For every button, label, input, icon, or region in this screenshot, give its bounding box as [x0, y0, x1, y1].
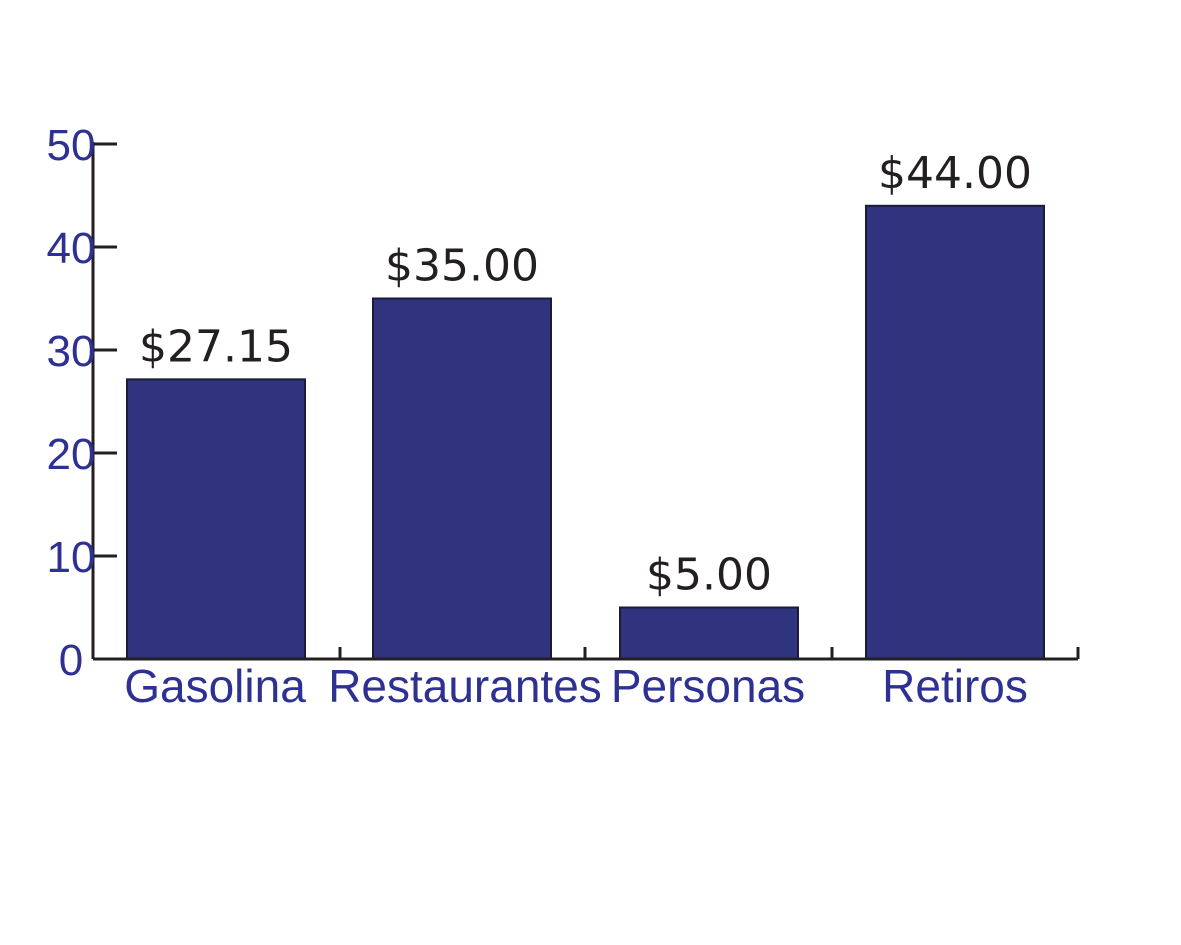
- data-label-gasolina: $27.15: [139, 321, 293, 372]
- y-tick-label: 10: [47, 533, 96, 582]
- bars-group: [126, 204, 1045, 661]
- bar-gasolina: [126, 378, 306, 660]
- bar-personas: [619, 606, 799, 660]
- category-labels-group: Gasolina Restaurantes Personas Retiros: [124, 660, 1028, 712]
- data-label-personas: $5.00: [646, 550, 772, 601]
- category-label-gasolina: Gasolina: [124, 660, 306, 712]
- bar-retiros: [865, 204, 1045, 661]
- data-label-restaurantes: $35.00: [385, 241, 539, 292]
- y-tick-label: 0: [59, 636, 83, 685]
- category-label-personas: Personas: [611, 660, 805, 712]
- axes-group: [91, 142, 1080, 661]
- y-tick-label: 40: [47, 224, 96, 273]
- y-tick-labels-group: 0 10 20 30 40 50: [47, 121, 96, 685]
- y-tick-label: 30: [47, 327, 96, 376]
- data-label-retiros: $44.00: [878, 148, 1032, 199]
- y-tick-label: 50: [47, 121, 96, 170]
- category-label-retiros: Retiros: [882, 660, 1028, 712]
- data-labels-group: $27.15 $35.00 $5.00 $44.00: [139, 148, 1032, 601]
- bar-restaurantes: [372, 297, 552, 660]
- category-label-restaurantes: Restaurantes: [328, 660, 602, 712]
- y-tick-label: 20: [47, 430, 96, 479]
